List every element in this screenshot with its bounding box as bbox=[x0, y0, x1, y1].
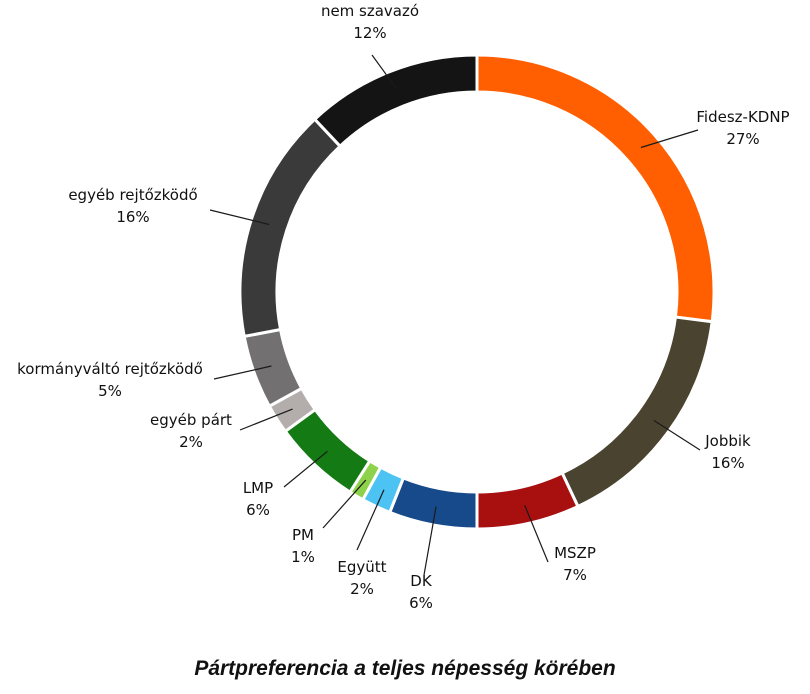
slice-value-label-6: 6% bbox=[246, 501, 270, 519]
slice-value-label-9: 16% bbox=[116, 208, 149, 226]
leader-line-8 bbox=[213, 365, 272, 380]
leader-line-4 bbox=[356, 489, 385, 551]
slice-value-label-8: 5% bbox=[98, 382, 122, 400]
slice-value-label-0: 27% bbox=[726, 130, 759, 148]
slice-value-label-4: 2% bbox=[350, 580, 374, 598]
slice-10 bbox=[312, 53, 479, 149]
slice-1 bbox=[560, 315, 714, 509]
slice-8 bbox=[242, 327, 304, 409]
slice-value-label-10: 12% bbox=[353, 24, 386, 42]
slice-name-label-9: egyéb rejtőzködő bbox=[68, 186, 197, 204]
slice-name-label-8: kormányváltó rejtőzködő bbox=[17, 360, 203, 378]
slice-name-label-1: Jobbik bbox=[704, 432, 751, 450]
leader-line-2 bbox=[524, 505, 549, 563]
leader-line-5 bbox=[322, 479, 367, 529]
slice-0 bbox=[475, 53, 716, 324]
slice-name-label-6: LMP bbox=[243, 479, 273, 497]
slice-value-label-1: 16% bbox=[711, 454, 744, 472]
slice-9 bbox=[238, 117, 343, 339]
chart-title: Pártpreferencia a teljes népesség körébe… bbox=[194, 657, 616, 680]
leader-line-6 bbox=[283, 450, 328, 488]
slice-2 bbox=[475, 470, 580, 531]
leader-line-7 bbox=[239, 408, 293, 431]
leader-line-3 bbox=[423, 506, 437, 576]
leader-line-0 bbox=[640, 129, 699, 149]
slice-name-label-5: PM bbox=[292, 526, 314, 544]
slice-name-label-10: nem szavazó bbox=[321, 2, 419, 20]
slice-name-label-2: MSZP bbox=[554, 544, 596, 562]
leader-line-1 bbox=[653, 419, 701, 451]
slice-value-label-3: 6% bbox=[409, 594, 433, 612]
slice-name-label-0: Fidesz-KDNP bbox=[696, 108, 789, 126]
slice-name-label-3: DK bbox=[410, 572, 433, 590]
slice-value-label-2: 7% bbox=[563, 566, 587, 584]
slice-value-label-7: 2% bbox=[179, 433, 203, 451]
leader-line-10 bbox=[371, 54, 398, 90]
slice-name-label-4: Együtt bbox=[337, 558, 386, 576]
slice-name-label-7: egyéb párt bbox=[150, 411, 232, 429]
leader-line-9 bbox=[209, 209, 270, 226]
slice-value-label-5: 1% bbox=[291, 548, 315, 566]
